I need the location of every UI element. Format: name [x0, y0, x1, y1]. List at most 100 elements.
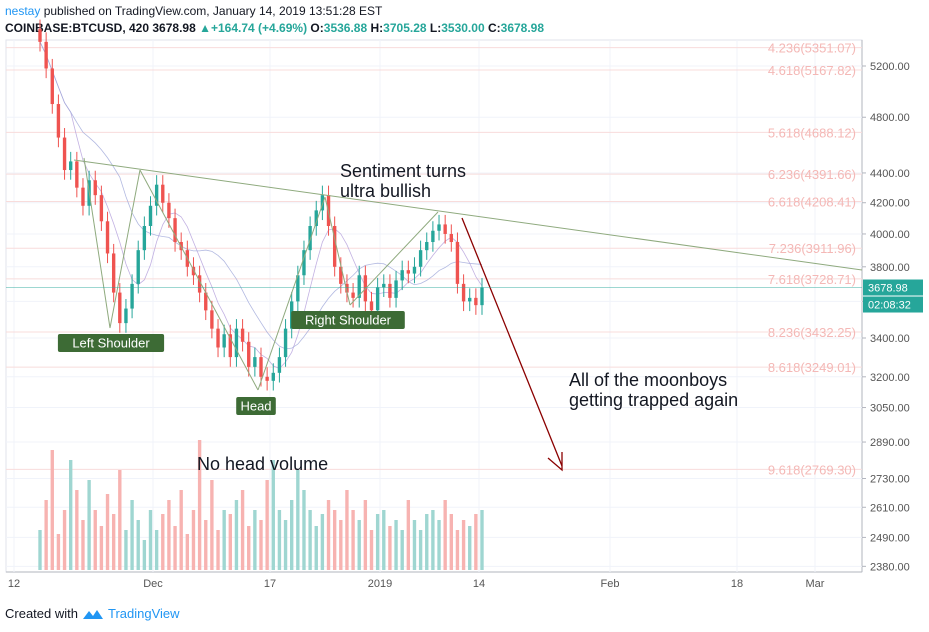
volume-bar — [332, 510, 337, 570]
volume-bar — [228, 514, 232, 570]
volume-bar — [50, 450, 54, 570]
volume-bar — [455, 530, 460, 570]
volume-bar — [382, 510, 386, 570]
volume-bar — [320, 514, 325, 570]
volume-bar — [369, 530, 374, 570]
arrow-head — [547, 452, 563, 472]
volume-bar — [185, 534, 190, 570]
candle-body — [449, 233, 453, 243]
moving-averages — [39, 41, 483, 370]
price-tick-label: 4000.00 — [870, 229, 910, 241]
candle-body — [191, 266, 196, 276]
pattern-leg — [109, 169, 141, 329]
volume-bar — [345, 490, 349, 570]
pattern-leg — [349, 211, 439, 306]
tradingview-brand[interactable]: TradingView — [107, 606, 180, 621]
low-value: 3530.00 — [441, 21, 485, 35]
volume-bar — [118, 470, 122, 570]
grid — [6, 40, 862, 572]
fib-level-label: 8.236(3432.25) — [768, 325, 856, 340]
fib-level-label: 9.618(2769.30) — [768, 462, 856, 477]
candle-body — [148, 205, 153, 227]
left-shoulder-label-bg — [57, 334, 165, 352]
candle-body — [320, 195, 325, 211]
footer: Created with TradingView — [5, 606, 180, 621]
price-tick-label: 3400.00 — [870, 333, 910, 345]
fib-level-label: 7.236(3911.96) — [769, 241, 856, 256]
price-tick-label: 4800.00 — [870, 112, 910, 124]
candle-body — [173, 218, 177, 243]
head-shoulders-pattern — [73, 157, 863, 472]
volume-bar — [179, 490, 183, 570]
volume-bar — [339, 520, 343, 570]
volume-bar — [216, 530, 220, 570]
fib-level-label: 8.618(3249.01) — [768, 360, 856, 375]
open-value: 3536.88 — [323, 21, 368, 35]
volume-bar — [173, 526, 177, 570]
candle-body — [216, 328, 220, 348]
candle-body — [111, 253, 116, 293]
volume-bar — [308, 510, 312, 570]
pattern-leg — [257, 196, 326, 391]
candle-body — [302, 250, 306, 276]
candle-body — [425, 242, 429, 251]
candle-body — [400, 270, 404, 281]
candle-body — [56, 104, 61, 138]
volume-bar — [142, 540, 147, 570]
volume-bar — [449, 514, 453, 570]
candle-body — [204, 292, 208, 311]
volume-bar — [136, 520, 140, 570]
high-label: H: — [370, 21, 384, 35]
candle-body — [222, 334, 226, 348]
volume-bar — [81, 520, 85, 570]
last-price-tag — [863, 279, 923, 296]
price-tick-label: 3800.00 — [870, 262, 910, 274]
candle-body — [136, 250, 140, 284]
pattern-leg — [139, 169, 259, 391]
candle-body — [118, 292, 122, 324]
candle-body — [240, 328, 245, 342]
time-tick-label: Dec — [143, 578, 163, 590]
volume-bar — [437, 520, 441, 570]
annotation-moonboys: getting trapped again — [569, 390, 738, 410]
candle-body — [308, 226, 312, 251]
candle-body — [210, 310, 214, 329]
candle-body — [357, 275, 361, 298]
right-shoulder-label-bg — [291, 311, 405, 329]
open-label: O: — [310, 21, 324, 35]
time-tick-label: Feb — [601, 578, 620, 590]
publisher-username[interactable]: nestay — [5, 4, 41, 18]
annotation-volume: No head volume — [197, 454, 328, 474]
candle-body — [75, 161, 79, 188]
candle-body — [99, 195, 104, 222]
candle-body — [375, 287, 380, 311]
candle-body — [369, 301, 374, 311]
candle-body — [154, 184, 159, 206]
volume-bar — [375, 514, 380, 570]
moving-average-line — [39, 41, 483, 370]
candle-body — [93, 180, 97, 196]
volume-bar — [204, 520, 208, 570]
volume-bar — [167, 500, 171, 570]
volume-bar — [431, 510, 435, 570]
neckline-trend — [73, 159, 863, 271]
candle-body — [443, 224, 447, 234]
volume-bar — [461, 520, 466, 570]
volume-bar — [161, 514, 165, 570]
fib-level-label: 4.618(5167.82) — [768, 63, 856, 78]
candle-body — [130, 283, 134, 309]
volume-bar — [75, 490, 79, 570]
price-tick-label: 4200.00 — [870, 198, 910, 210]
last-price-tag-label: 3678.98 — [868, 283, 908, 295]
volume-bar — [425, 514, 429, 570]
candle-body — [345, 283, 349, 293]
volume-bar — [351, 510, 355, 570]
head-label: Head — [240, 399, 271, 414]
volume-bar — [302, 490, 306, 570]
time-tick-label: 18 — [731, 578, 743, 590]
volume-bar — [406, 500, 411, 570]
candle-body — [69, 161, 73, 171]
countdown-tag — [863, 296, 923, 313]
annotation-sentiment: ultra bullish — [340, 181, 431, 201]
